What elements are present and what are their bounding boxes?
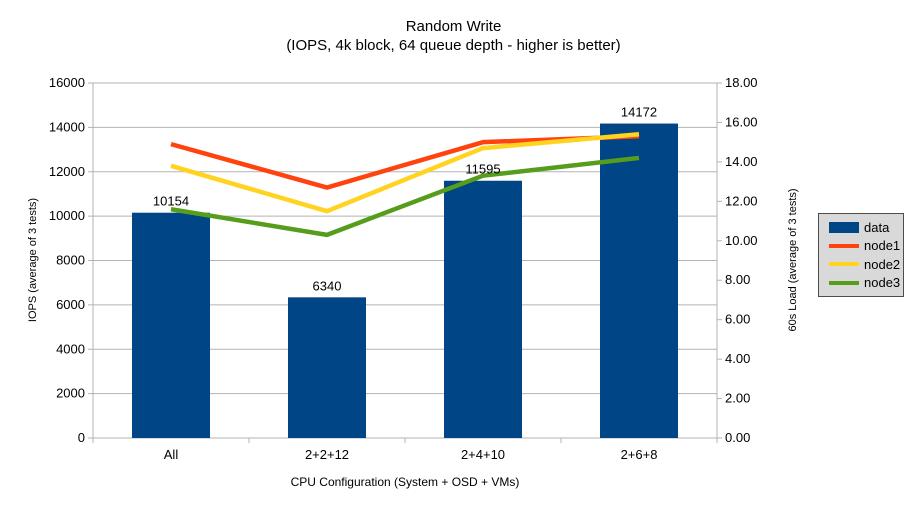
line-node3 xyxy=(170,155,640,238)
y-right-tick-label: 10.00 xyxy=(725,233,758,248)
y-right-tick-label: 12.00 xyxy=(725,193,758,208)
y-right-tick-label: 4.00 xyxy=(725,351,750,366)
x-category-label: 2+6+8 xyxy=(621,447,658,462)
line-node2 xyxy=(170,132,640,214)
bar-value-label: 6340 xyxy=(313,278,342,293)
bar-2+2+12 xyxy=(288,297,366,438)
legend-swatch-node2 xyxy=(829,262,859,267)
y-left-tick-label: 12000 xyxy=(49,164,85,179)
y-right-tick-label: 6.00 xyxy=(725,312,750,327)
y-left-tick-label: 4000 xyxy=(56,341,85,356)
y-left-tick-label: 8000 xyxy=(56,253,85,268)
y-axis-title-right: 60s Load (average of 3 tests) xyxy=(787,188,799,332)
chart-title-line1: Random Write xyxy=(405,18,502,35)
chart-title-line2: (IOPS, 4k block, 64 queue depth - higher… xyxy=(286,37,621,54)
legend-swatch-data xyxy=(829,221,859,233)
legend-item-node2: node2 xyxy=(829,255,903,273)
y-axis-title-left: IOPS (average of 3 tests) xyxy=(27,197,39,323)
y-right-tick-label: 0.00 xyxy=(725,430,750,445)
y-right-tick-label: 2.00 xyxy=(725,391,750,406)
y-right-tick-label: 8.00 xyxy=(725,272,750,287)
legend-item-node1: node1 xyxy=(829,237,903,255)
x-category-label: All xyxy=(164,447,179,462)
y-right-tick-label: 14.00 xyxy=(725,154,758,169)
legend-swatch-node1 xyxy=(829,243,859,248)
legend-item-node3: node3 xyxy=(829,274,903,292)
y-left-tick-label: 2000 xyxy=(56,386,85,401)
legend-label: node2 xyxy=(864,256,901,272)
y-left-tick-label: 6000 xyxy=(56,297,85,312)
bar-2+4+10 xyxy=(444,180,522,438)
chart-title: Random Write (IOPS, 4k block, 64 queue d… xyxy=(0,17,907,55)
bar-2+6+8 xyxy=(600,123,678,438)
y-left-tick-label: 16000 xyxy=(49,75,85,90)
bar-All xyxy=(132,212,210,438)
legend-label: node3 xyxy=(864,275,901,291)
bar-value-label: 14172 xyxy=(621,105,657,120)
legend: data node1 node2 node3 xyxy=(818,213,904,297)
x-axis-title: CPU Configuration (System + OSD + VMs) xyxy=(290,475,520,489)
x-category-label: 2+4+10 xyxy=(461,447,505,462)
y-right-tick-label: 16.00 xyxy=(725,114,758,129)
y-left-tick-label: 14000 xyxy=(49,119,85,134)
legend-swatch-node3 xyxy=(829,280,859,285)
bar-value-label: 10154 xyxy=(153,194,189,209)
legend-label: node1 xyxy=(864,238,901,254)
x-category-label: 2+2+12 xyxy=(305,447,349,462)
y-right-tick-label: 18.00 xyxy=(725,75,758,90)
legend-label: data xyxy=(864,219,890,235)
bar-value-label: 11595 xyxy=(465,162,500,177)
y-left-tick-label: 10000 xyxy=(49,208,85,223)
legend-item-data: data xyxy=(829,218,903,236)
y-left-tick-label: 0 xyxy=(78,430,85,445)
